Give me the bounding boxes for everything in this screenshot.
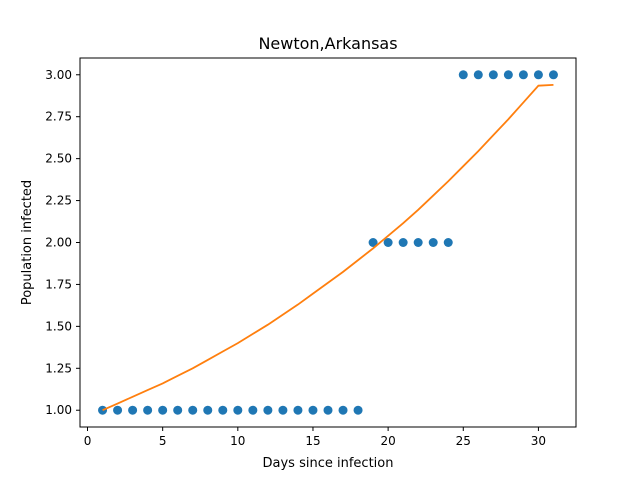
scatter-point xyxy=(383,238,393,247)
scatter-point xyxy=(143,405,153,415)
scatter-point xyxy=(293,405,303,415)
y-tick-label: 1.50 xyxy=(45,319,72,333)
y-tick-label: 2.75 xyxy=(45,110,72,124)
y-tick-label: 1.00 xyxy=(45,403,72,417)
x-tick-label: 15 xyxy=(305,434,320,448)
scatter-point xyxy=(263,405,273,415)
y-axis: 1.00 1.25 1.50 1.75 2.00 2.25 2.50 2.75 3.00 xyxy=(45,68,80,417)
scatter-point xyxy=(503,70,513,80)
scatter-point xyxy=(248,405,258,415)
scatter-point xyxy=(188,405,198,415)
y-tick-label: 2.00 xyxy=(45,236,72,250)
axes-frame xyxy=(79,57,577,428)
scatter-point xyxy=(548,70,558,80)
scatter-point xyxy=(398,238,408,247)
scatter-point xyxy=(473,70,483,80)
chart-title: Newton,Arkansas xyxy=(258,34,397,53)
scatter-point xyxy=(203,405,213,415)
scatter-point xyxy=(518,70,528,80)
scatter-point xyxy=(353,405,363,415)
x-axis: 0 5 10 15 20 25 30 xyxy=(84,427,546,448)
scatter-point xyxy=(308,405,318,415)
x-axis-label: Days since infection xyxy=(263,456,394,471)
x-tick-label: 20 xyxy=(380,434,395,448)
scatter-point xyxy=(443,238,453,247)
scatter-point xyxy=(173,405,183,415)
scatter-point xyxy=(488,70,498,80)
y-axis-label: Population infected xyxy=(20,180,35,305)
y-tick-label: 1.75 xyxy=(45,277,72,291)
x-tick-label: 10 xyxy=(230,434,245,448)
scatter-point xyxy=(218,405,228,415)
x-tick-label: 30 xyxy=(531,434,546,448)
scatter-point xyxy=(533,70,543,80)
y-tick-label: 2.25 xyxy=(45,194,72,208)
scatter-point xyxy=(368,238,378,247)
scatter-point xyxy=(323,405,333,415)
scatter-point xyxy=(428,238,438,247)
scatter-point xyxy=(158,405,168,415)
x-tick-label: 0 xyxy=(84,434,92,448)
y-tick-label: 1.25 xyxy=(45,361,72,375)
plot-area xyxy=(98,70,558,415)
x-tick-label: 5 xyxy=(159,434,167,448)
fit-line xyxy=(102,83,554,412)
scatter-point xyxy=(278,405,288,415)
scatter-point xyxy=(128,405,138,415)
y-tick-label: 3.00 xyxy=(45,68,72,82)
scatter-point xyxy=(458,70,468,80)
scatter-point xyxy=(233,405,243,415)
x-tick-label: 25 xyxy=(456,434,471,448)
scatter-point xyxy=(113,405,123,415)
scatter-point xyxy=(413,238,423,247)
y-tick-label: 2.50 xyxy=(45,152,72,166)
scatter-point xyxy=(338,405,348,415)
